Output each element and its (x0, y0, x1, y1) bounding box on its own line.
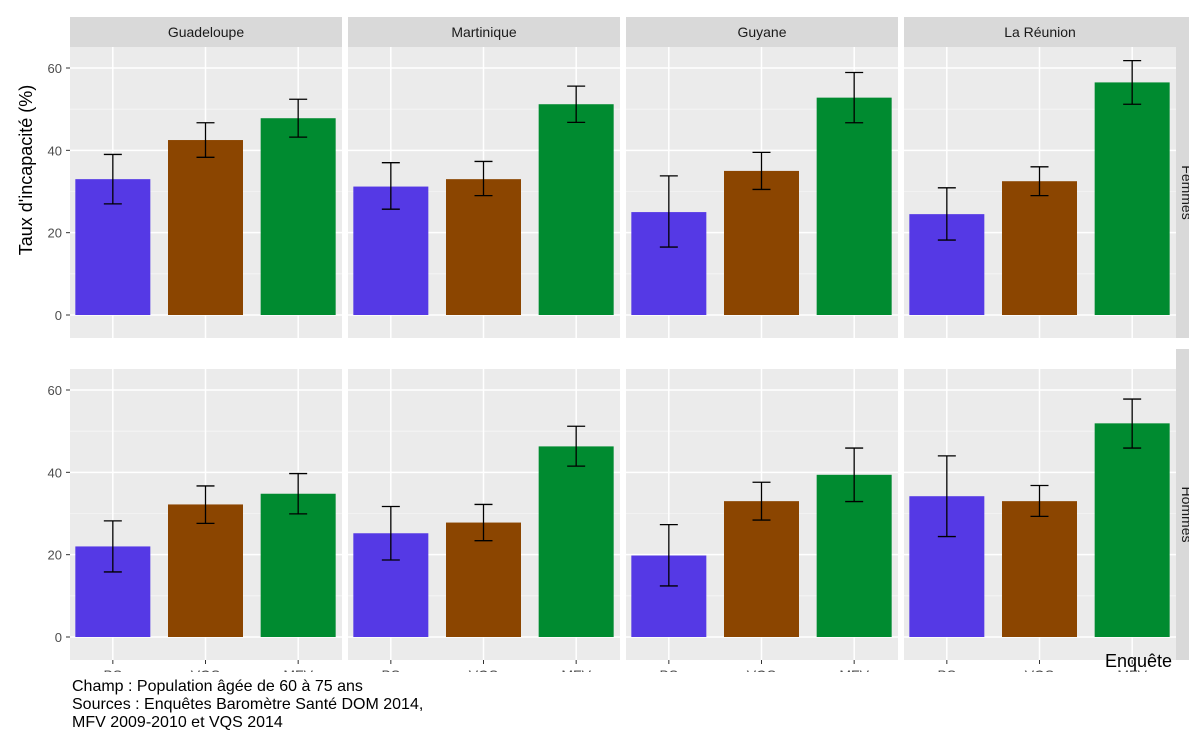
column-strip (348, 17, 620, 47)
bar (538, 446, 614, 637)
row-strip (1176, 349, 1189, 660)
bar (724, 501, 799, 637)
bar (446, 522, 521, 637)
x-axis-title: Enquête (1105, 651, 1172, 671)
y-tick-label: 0 (55, 308, 62, 323)
bar (260, 118, 336, 316)
faceted-bar-chart: Guadeloupe Martinique Guyane La Réunion Femm… (16, 17, 1189, 672)
bar (1094, 82, 1170, 316)
y-axis-title: Taux d'incapacité (%) (16, 85, 36, 256)
y-tick-label: 20 (48, 226, 62, 241)
bar (1002, 501, 1077, 637)
x-tick-label: BS (103, 667, 122, 672)
column-strip-label: Guyane (737, 24, 786, 40)
bar (724, 170, 799, 315)
bar (1094, 423, 1170, 637)
note-champ: Champ : Population âgée de 60 à 75 ans (72, 678, 363, 695)
row-strip-label: Hommes (1179, 486, 1189, 542)
note-sources-continued: MFV 2009-2010 et VQS 2014 (72, 714, 283, 731)
column-strip (626, 17, 898, 47)
x-tick-label: MFV (839, 667, 869, 672)
bar (538, 104, 614, 315)
column-strip-label: Guadeloupe (168, 24, 245, 40)
chart-notes: Champ : Population âgée de 60 à 75 ans S… (72, 678, 423, 732)
x-tick-label: VQS (469, 667, 499, 672)
x-tick-label: MFV (283, 667, 313, 672)
bar (168, 504, 243, 637)
x-tick-label: BS (659, 667, 678, 672)
row-strip-label: Femmes (1179, 165, 1189, 219)
bar (446, 179, 521, 315)
y-tick-label: 40 (48, 465, 62, 480)
bar (260, 493, 336, 637)
y-tick-label: 40 (48, 143, 62, 158)
x-tick-label: VQS (1025, 667, 1055, 672)
y-tick-label: 60 (48, 61, 62, 76)
bar (1002, 181, 1077, 315)
bar (168, 140, 243, 315)
bar (816, 97, 892, 315)
note-sources: Sources : Enquêtes Baromètre Santé DOM 2… (72, 696, 424, 713)
x-tick-label: MFV (1117, 667, 1147, 672)
row-strip (1176, 17, 1189, 338)
x-tick-label: BS (381, 667, 400, 672)
column-strip-label: Martinique (451, 24, 517, 40)
column-strip-label: La Réunion (1004, 24, 1076, 40)
column-strip (904, 17, 1176, 47)
x-tick-label: VQS (191, 667, 221, 672)
y-tick-label: 60 (48, 383, 62, 398)
column-strip (70, 17, 342, 47)
x-tick-label: MFV (561, 667, 591, 672)
x-tick-label: VQS (747, 667, 777, 672)
y-tick-label: 0 (55, 630, 62, 645)
y-tick-label: 20 (48, 548, 62, 563)
x-tick-label: BS (937, 667, 956, 672)
